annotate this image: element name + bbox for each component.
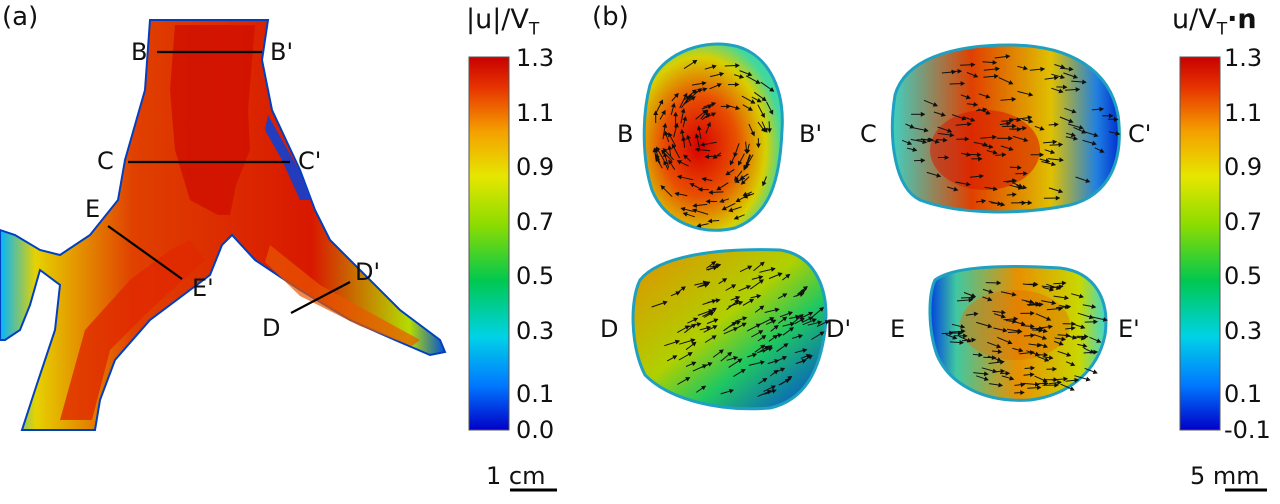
- velocity-arrow-head: [1094, 370, 1097, 373]
- colorbar-tick-label: 0.3: [516, 317, 554, 345]
- section-label-c-prime: C': [298, 147, 321, 175]
- colorbar-tick-label: 1.1: [1224, 99, 1262, 127]
- colorbar-tick-label: 0.7: [1224, 208, 1262, 236]
- colorbar-tick-label: 1.3: [1224, 44, 1262, 72]
- colorbar-a: [469, 57, 509, 430]
- panel-letter-a: (a): [2, 2, 38, 32]
- colorbar-b-title: u/VT·n: [1172, 4, 1257, 39]
- cross-section-dd: [633, 250, 826, 409]
- colorbar-b: [1180, 57, 1220, 430]
- vessel-geometry: [0, 20, 445, 430]
- colorbar-tick-label: 0.1: [516, 380, 554, 408]
- colorbar-tick-label: 0.5: [516, 262, 554, 290]
- colorbar-tick-label: 0.0: [516, 416, 554, 444]
- colorbar-tick-label: 1.3: [516, 44, 554, 72]
- xsec-label-e: E: [890, 315, 905, 343]
- section-label-d: D: [262, 314, 280, 342]
- xsec-label-b-prime: B': [799, 120, 822, 148]
- section-label-d-prime: D': [355, 258, 380, 286]
- colorbar-tick-label: 0.3: [1224, 317, 1262, 345]
- section-label-b: B: [131, 38, 147, 66]
- xsec-label-c-prime: C': [1128, 120, 1151, 148]
- scale-bar-b-label: 5 mm: [1190, 462, 1260, 490]
- colorbar-tick-label: 0.5: [1224, 262, 1262, 290]
- xsec-label-b: B: [617, 120, 633, 148]
- xsec-label-e-prime: E': [1118, 315, 1140, 343]
- velocity-arrow-head: [1071, 387, 1074, 390]
- colorbar-tick-label: 1.1: [516, 99, 554, 127]
- scale-bar-a-label: 1 cm: [486, 462, 546, 490]
- panel-letter-b: (b): [592, 2, 629, 32]
- colorbar-tick-label: -0.1: [1224, 416, 1271, 444]
- colorbar-tick-label: 0.1: [1224, 380, 1262, 408]
- colorbar-tick-label: 0.9: [1224, 153, 1262, 181]
- section-label-b-prime: B': [270, 38, 293, 66]
- section-label-e-prime: E': [192, 274, 214, 302]
- xsec-label-d-prime: D': [826, 315, 851, 343]
- section-label-e: E: [85, 195, 100, 223]
- section-label-c: C: [97, 147, 114, 175]
- xsec-label-d: D: [600, 315, 618, 343]
- velocity-arrow-head: [1086, 378, 1089, 381]
- cross-section-bb: [644, 44, 782, 230]
- xsec-label-c: C: [860, 120, 877, 148]
- colorbar-tick-label: 0.9: [516, 153, 554, 181]
- cross-section-cc: [892, 45, 1119, 212]
- colorbar-a-title: |u|/VT: [466, 4, 539, 39]
- colorbar-tick-label: 0.7: [516, 208, 554, 236]
